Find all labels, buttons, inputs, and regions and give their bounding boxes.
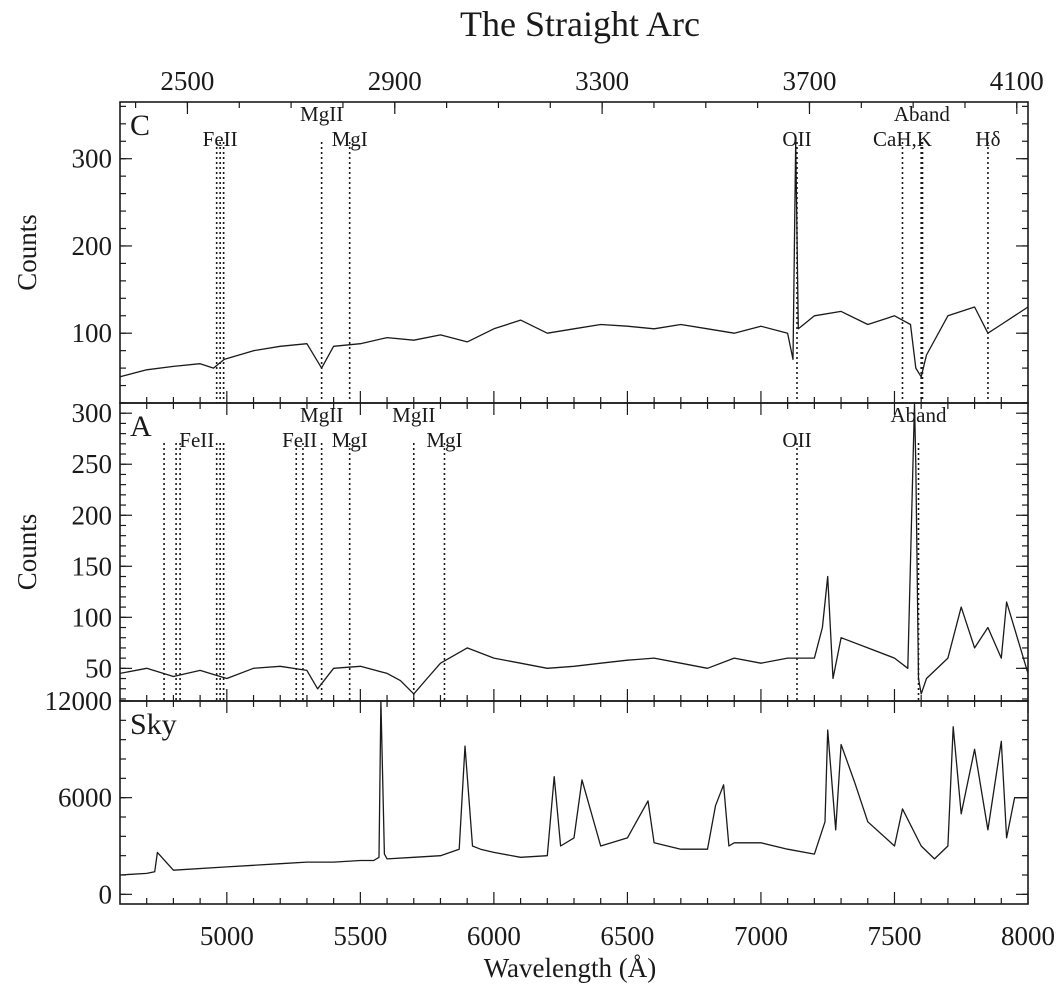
bottom-axis: 5000 5500 6000 6500 7000 7500 8000 [200,921,1055,951]
x-tick-label: 7000 [734,921,788,951]
y-tick-label: 300 [72,398,113,428]
line-marker-label: MgI [332,428,368,452]
line-marker-label: MgI [426,428,462,452]
line-marker-label: FeII [282,428,317,452]
y-tick-label: 200 [72,231,113,261]
x-tick-label: 8000 [1001,921,1055,951]
x-tick-label: 5500 [333,921,387,951]
spectrum-line-c [119,140,1029,378]
top-tick-label: 4100 [990,66,1044,96]
top-tick-label: 2900 [368,66,422,96]
y-tick-label: 50 [85,653,112,683]
y-tick-label: 0 [99,879,113,909]
line-marker-label: FeII [203,127,238,151]
spectrum-line-sky [119,700,1028,876]
line-marker-label: OII [782,428,811,452]
x-axis-title: Wavelength (Å) [484,953,657,983]
panel-label: A [130,410,152,443]
top-tick-label: 3300 [575,66,629,96]
line-marker-label: MgII [300,102,343,126]
top-tick-label: 3700 [782,66,836,96]
panel-label: Sky [130,708,177,741]
panel-frame [119,402,1029,702]
line-marker-label: FeII [179,428,214,452]
line-marker-label: MgII [300,403,343,427]
y-axis-title: Counts [12,514,42,591]
y-tick-label: 250 [72,449,113,479]
x-tick-label: 6000 [467,921,521,951]
x-tick-label: 7500 [867,921,921,951]
panel-frame [119,700,1029,905]
y-axis-title: Counts [12,214,42,291]
panel-sky: 0 6000 12000 Sky [45,686,1029,909]
chart-title: The Straight Arc [460,4,700,44]
y-tick-label: 300 [72,144,113,174]
spectrum-line-a [119,402,1029,695]
line-marker-label: Hδ [975,127,1000,151]
line-marker-label: Aband [894,102,950,126]
y-tick-label: 6000 [58,783,112,813]
x-tick-label: 5000 [200,921,254,951]
top-axis: 2500 2900 3300 3700 4100 [134,66,1044,114]
y-tick-label: 200 [72,500,113,530]
top-tick-label: 2500 [160,66,214,96]
y-tick-label: 100 [72,602,113,632]
y-tick-label: 150 [72,551,113,581]
y-tick-label: 12000 [45,686,113,716]
panel-label: C [130,109,150,142]
line-marker-label: OII [782,127,811,151]
x-tick-label: 6500 [600,921,654,951]
y-tick-label: 100 [72,318,113,348]
line-marker-label: Aband [891,403,947,427]
line-marker-label: MgII [392,403,435,427]
line-marker-label: MgI [332,127,368,151]
